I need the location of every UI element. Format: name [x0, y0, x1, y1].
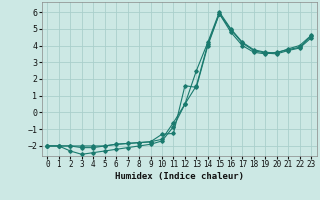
X-axis label: Humidex (Indice chaleur): Humidex (Indice chaleur) [115, 172, 244, 181]
